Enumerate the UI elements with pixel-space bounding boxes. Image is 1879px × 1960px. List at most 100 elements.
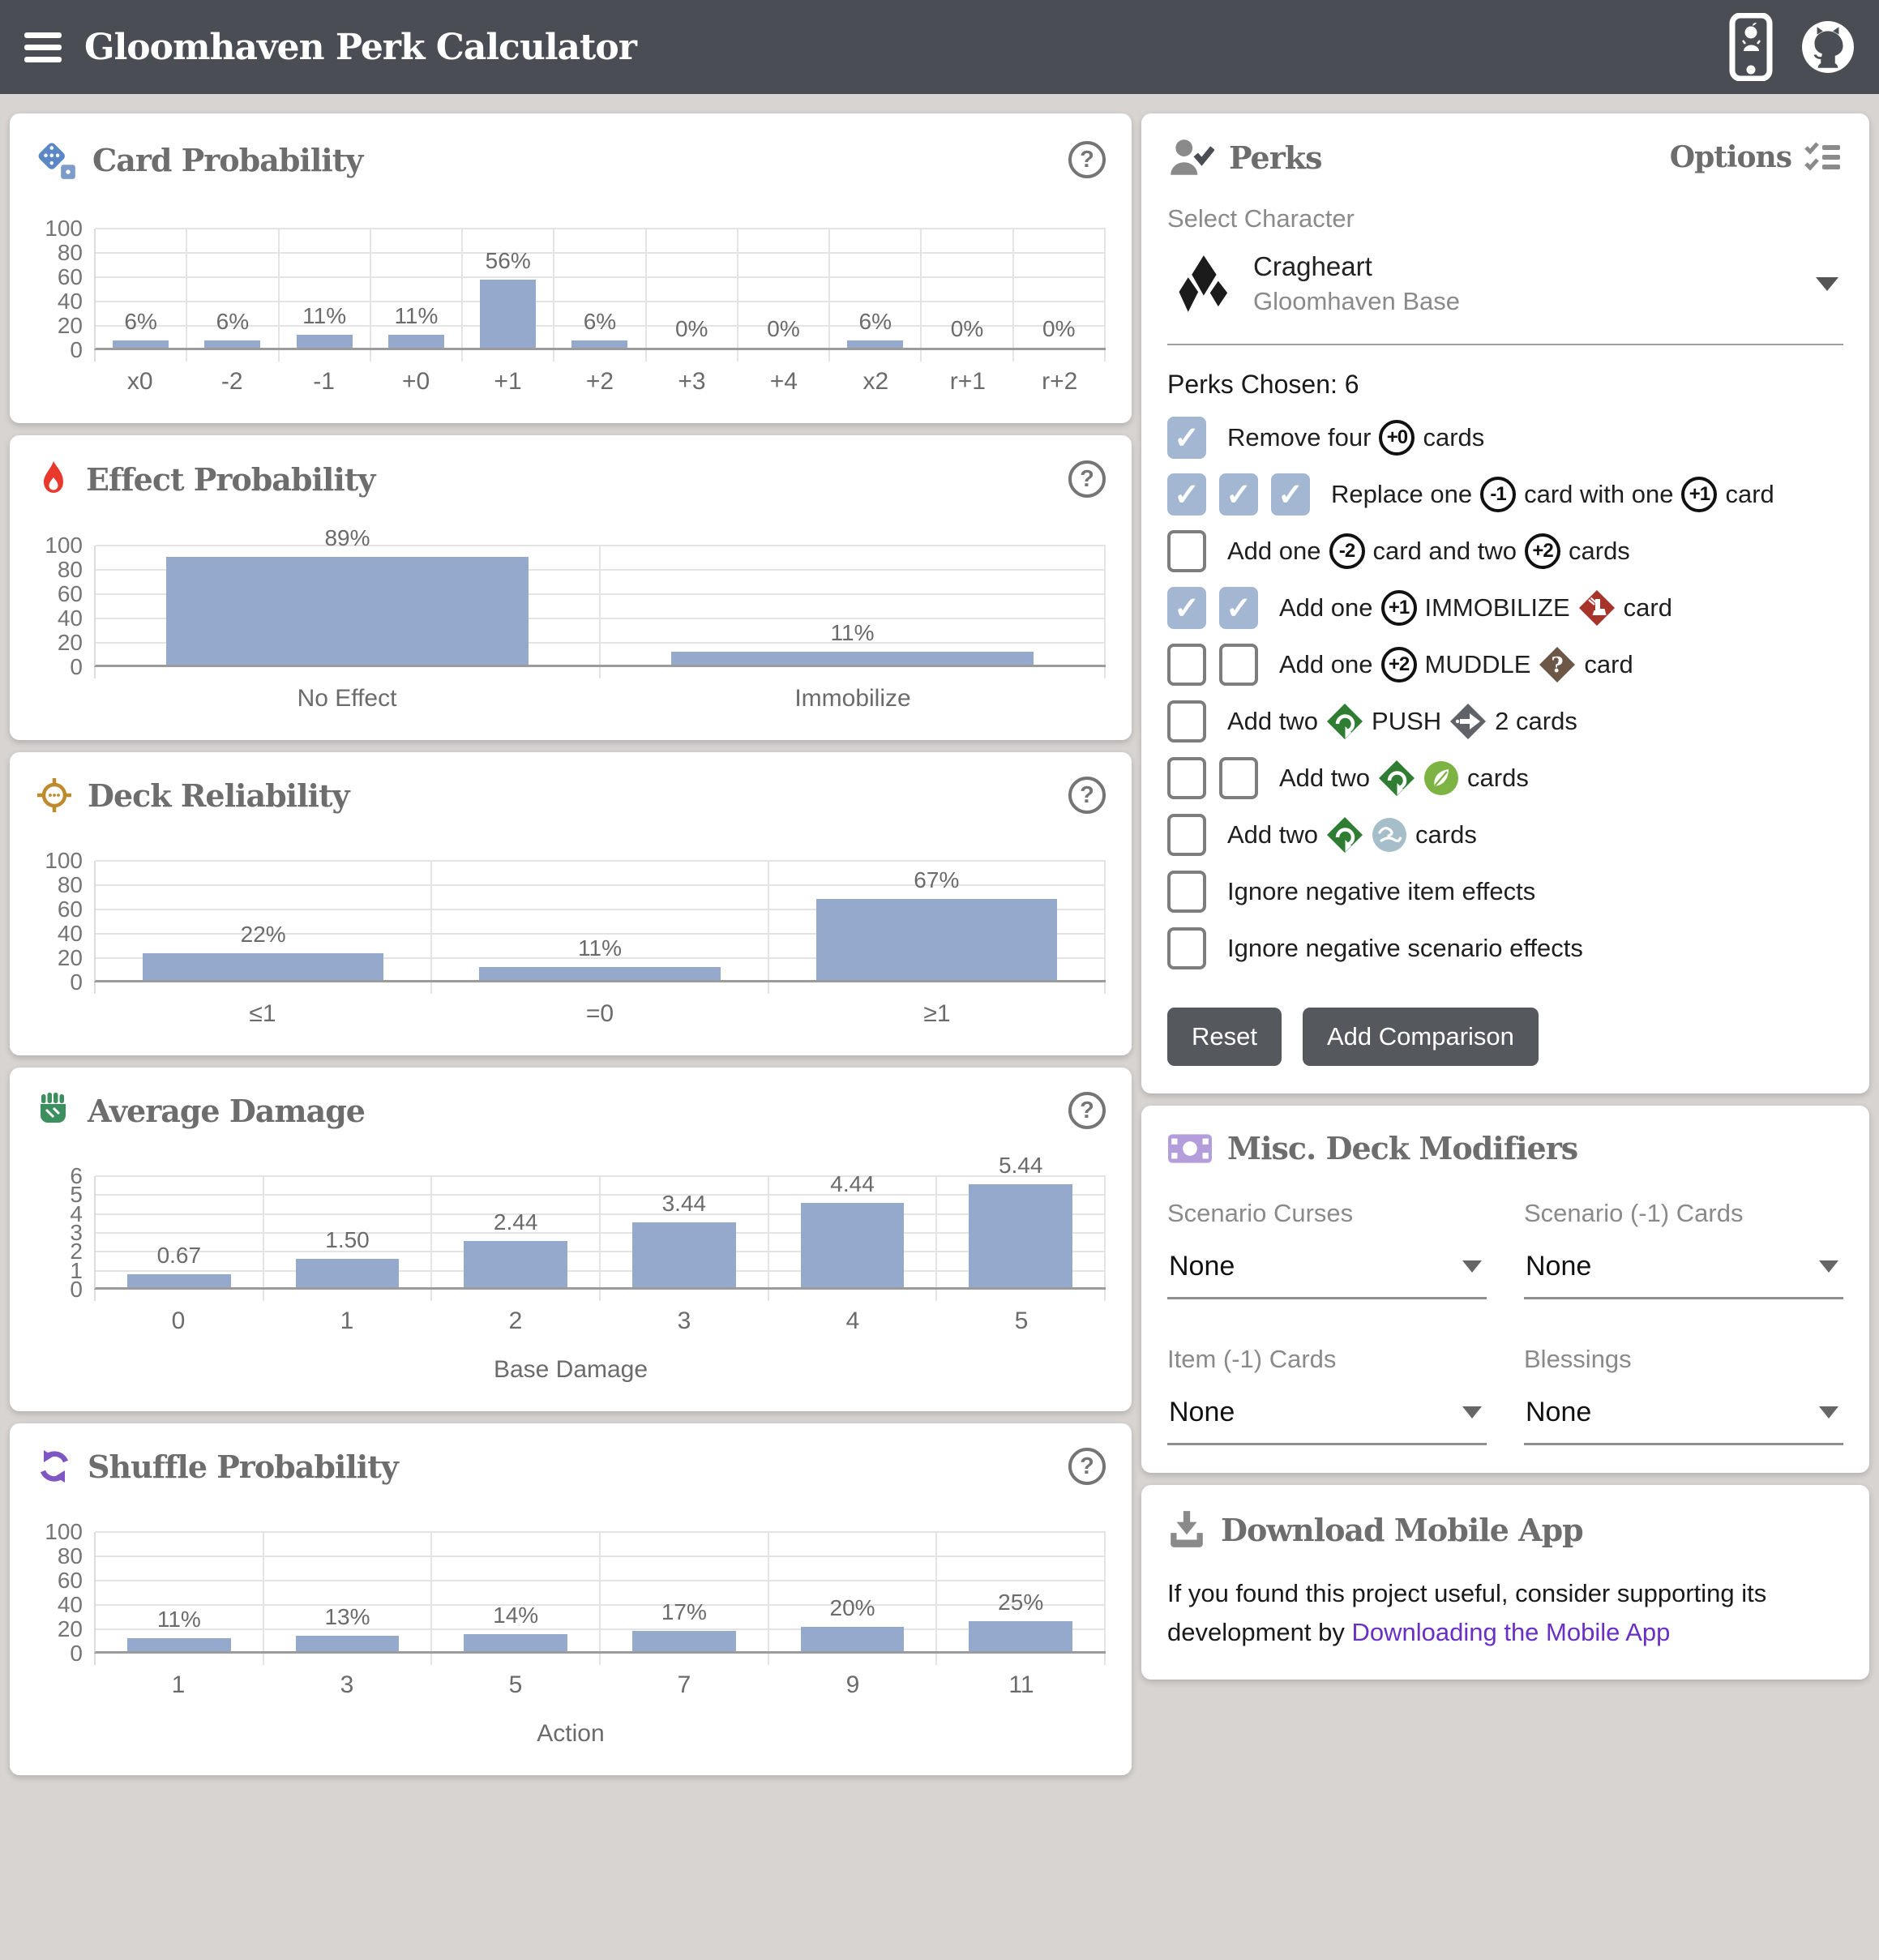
perk-checkbox[interactable] <box>1219 644 1258 686</box>
x-axis-stubs <box>94 350 1106 362</box>
earth-icon <box>1423 760 1459 796</box>
perk-checkbox[interactable] <box>1167 757 1206 799</box>
perk-checkbox[interactable] <box>1167 927 1206 969</box>
select-blessings[interactable]: None <box>1524 1380 1843 1445</box>
y-tick-label: 60 <box>57 581 83 606</box>
bar-value-label: 22% <box>240 922 286 947</box>
gridline <box>96 957 1106 959</box>
y-tick-label: 5 <box>70 1182 83 1208</box>
deck-reliability-header: Deck Reliability? <box>36 777 1106 814</box>
perk-checkbox[interactable]: ✓ <box>1271 473 1310 516</box>
bar-value-label: 0% <box>767 316 800 341</box>
perk-checkbox[interactable] <box>1167 871 1206 913</box>
perk-checkbox[interactable] <box>1167 700 1206 742</box>
help-icon[interactable]: ? <box>1068 141 1106 178</box>
help-icon[interactable]: ? <box>1068 1448 1106 1485</box>
perk-checkbox[interactable]: ✓ <box>1167 587 1206 629</box>
y-axis: 0 20 40 60 80 100 <box>36 848 94 995</box>
gridline <box>96 593 1106 595</box>
perk-checkbox[interactable] <box>1167 814 1206 856</box>
x-tick-label: ≤1 <box>249 1000 276 1027</box>
perk-checkbox[interactable] <box>1167 644 1206 686</box>
bar-value-label: 25% <box>998 1589 1044 1615</box>
y-tick-label: 2 <box>70 1239 83 1265</box>
plot-area: 22% 11% 67% <box>94 860 1106 982</box>
bar <box>800 1627 905 1651</box>
github-icon[interactable] <box>1801 20 1855 74</box>
bar-cell: 0% <box>647 229 738 348</box>
gridline <box>96 642 1106 644</box>
perk-label: Add one -2 card and two +2 cards <box>1227 533 1630 569</box>
x-tick-label: +3 <box>678 368 706 395</box>
mobile-app-icon[interactable] <box>1728 13 1774 81</box>
shuffle-probability-chart: 0 20 40 60 80 100 11% 13% 14% 17% 20% 25% <box>36 1519 1106 1666</box>
plot-cells: 89% 11% <box>96 525 1106 665</box>
download-app-link[interactable]: Downloading the Mobile App <box>1351 1618 1671 1647</box>
misc-title: Misc. Deck Modifiers <box>1227 1130 1578 1166</box>
y-tick-label: 80 <box>57 1543 83 1568</box>
perk-row: Add one -2 card and two +2 cards <box>1167 529 1843 573</box>
y-tick-label: 4 <box>70 1200 83 1226</box>
menu-icon[interactable] <box>24 32 62 62</box>
perk-checkbox[interactable]: ✓ <box>1219 587 1258 629</box>
bar-value-label: 6% <box>858 309 892 334</box>
x-tick-label: No Effect <box>297 685 397 712</box>
effect-probability-header: Effect Probability? <box>36 460 1106 499</box>
y-tick-label: 0 <box>70 1641 83 1666</box>
bar-cell: 6% <box>830 229 922 348</box>
help-icon[interactable]: ? <box>1068 460 1106 498</box>
perk-checkbox[interactable]: ✓ <box>1167 473 1206 516</box>
gridline <box>96 884 1106 886</box>
bar-cell: 11% <box>371 229 464 348</box>
character-select[interactable]: Cragheart Gloomhaven Base <box>1167 251 1843 316</box>
select-scenario-curses[interactable]: None <box>1167 1235 1487 1299</box>
deck-reliability-panel: Deck Reliability? 0 20 40 60 80 100 22% 11% 67% ≤1… <box>10 752 1132 1055</box>
perk-row: ✓ Remove four +0 cards <box>1167 416 1843 460</box>
y-tick-label: 40 <box>57 921 83 946</box>
bar <box>464 1634 567 1651</box>
add-comparison-button[interactable]: Add Comparison <box>1302 1008 1539 1066</box>
reset-button[interactable]: Reset <box>1167 1008 1282 1066</box>
perk-row: Ignore negative scenario effects <box>1167 927 1843 970</box>
perk-label: Replace one -1 card with one +1 card <box>1331 477 1774 512</box>
modifier-token: -2 <box>1329 533 1365 569</box>
bar-value-label: 0% <box>674 316 708 341</box>
select-character-label: Select Character <box>1167 204 1355 233</box>
bar-cell: 89% <box>96 525 601 665</box>
perk-row: Ignore negative item effects <box>1167 870 1843 914</box>
options-button[interactable]: Options <box>1670 140 1843 174</box>
perk-label-text: Remove four <box>1227 423 1372 451</box>
perk-label-text: card with one <box>1524 480 1674 508</box>
select-label: Scenario (-1) Cards <box>1524 1199 1744 1227</box>
perk-label-text: Add two <box>1227 820 1319 849</box>
y-tick-label: 0 <box>70 337 83 362</box>
bar-cell: 67% <box>769 861 1106 980</box>
y-tick-label: 100 <box>45 1519 83 1544</box>
perk-checkbox[interactable]: ✓ <box>1219 473 1258 516</box>
perk-checkbox[interactable] <box>1219 757 1258 799</box>
modifier-token: -1 <box>1480 477 1517 512</box>
perk-label: Ignore negative scenario effects <box>1227 934 1583 963</box>
perk-label: Add two PUSH 2 cards <box>1227 703 1577 740</box>
help-icon[interactable]: ? <box>1068 777 1106 814</box>
y-tick-label: 60 <box>57 264 83 289</box>
select-item-1-cards[interactable]: None <box>1167 1380 1487 1445</box>
help-icon[interactable]: ? <box>1068 1092 1106 1129</box>
perk-row: Add one +2 MUDDLE ? card <box>1167 643 1843 687</box>
average-damage-header: Average Damage? <box>36 1092 1106 1129</box>
effect-probability-panel: Effect Probability? 0 20 40 60 80 100 89% 11% No … <box>10 435 1132 740</box>
y-tick-label: 20 <box>57 1616 83 1641</box>
bar <box>204 340 261 348</box>
select-value: None <box>1169 1397 1235 1427</box>
bar <box>464 1241 567 1287</box>
perk-checkbox[interactable]: ✓ <box>1167 417 1206 459</box>
rolling-icon <box>1326 816 1363 854</box>
chevron-down-icon <box>1462 1260 1482 1273</box>
select-scenario-1-cards[interactable]: None <box>1524 1235 1843 1299</box>
muddle-icon: ? <box>1539 646 1576 683</box>
card-probability-header: Card Probability? <box>36 138 1106 182</box>
x-tick-label: 5 <box>508 1671 523 1698</box>
perk-checkbox[interactable] <box>1167 530 1206 572</box>
bar-cell: 3.44 <box>601 1176 769 1287</box>
x-tick-labels: 1 3 5 7 9 11 <box>94 1671 1106 1699</box>
